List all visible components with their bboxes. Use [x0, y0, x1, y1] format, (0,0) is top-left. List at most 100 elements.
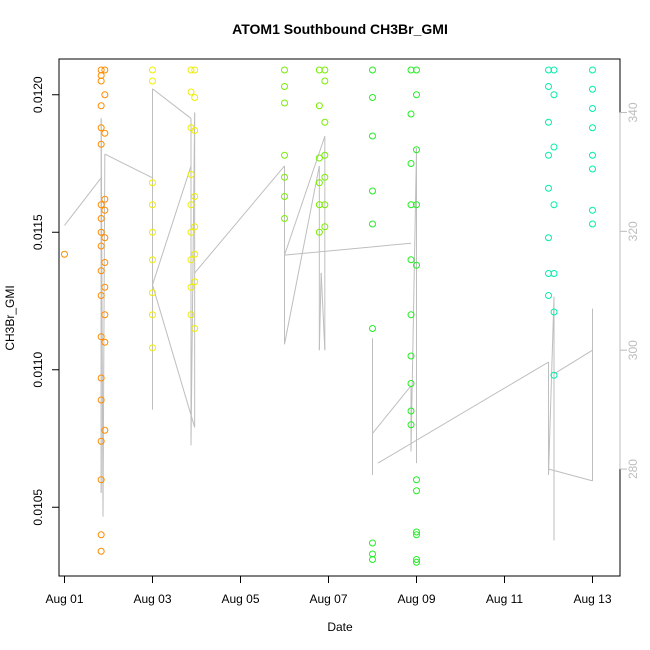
y2-axis: 280 300 320 340 — [619, 102, 640, 479]
data-point — [97, 77, 105, 85]
data-point — [149, 311, 156, 319]
data-point — [407, 160, 415, 167]
data-point — [187, 228, 195, 236]
x-tick-label: Aug 03 — [133, 592, 171, 606]
trace-segment — [410, 148, 417, 452]
trace-segment — [553, 349, 593, 375]
trace-segment — [284, 165, 320, 345]
data-point — [149, 256, 156, 264]
y2-tick-label: 300 — [626, 340, 640, 360]
data-point — [97, 201, 105, 209]
data-point — [191, 223, 199, 231]
data-point — [149, 289, 156, 297]
data-point — [101, 66, 109, 74]
data-point — [315, 228, 323, 236]
data-point — [315, 102, 323, 110]
data-point — [407, 110, 415, 118]
data-point — [281, 66, 288, 74]
data-point — [101, 311, 109, 319]
trace-segment — [284, 242, 412, 256]
data-point — [187, 171, 195, 178]
y2-tick-label: 280 — [626, 459, 640, 479]
trace-segment — [548, 468, 593, 482]
trace-segment — [104, 153, 153, 179]
trace-segment — [194, 165, 285, 274]
data-point — [589, 165, 596, 173]
data-point — [407, 421, 415, 429]
data-point — [191, 94, 199, 101]
data-point — [413, 146, 420, 154]
data-point — [407, 380, 415, 387]
trace-segment — [152, 284, 196, 428]
data-point — [589, 85, 596, 93]
data-point — [589, 206, 596, 214]
data-point — [413, 531, 420, 539]
trace-segment — [152, 165, 192, 285]
trace-segment — [318, 272, 322, 351]
x-axis-label: Date — [327, 620, 353, 634]
data-point — [413, 476, 420, 484]
data-point — [589, 105, 596, 112]
x-tick-label: Aug 05 — [221, 592, 259, 606]
data-point — [97, 228, 105, 236]
data-point — [589, 151, 596, 159]
data-point — [97, 531, 105, 539]
x-tick-label: Aug 09 — [397, 592, 435, 606]
data-point — [187, 66, 195, 74]
data-point — [191, 250, 199, 258]
x-tick-label: Aug 11 — [486, 592, 523, 606]
data-point — [191, 278, 199, 286]
data-point — [101, 338, 109, 346]
data-point — [321, 77, 329, 85]
data-point — [589, 220, 596, 228]
data-point — [369, 556, 376, 563]
data-point — [191, 325, 199, 332]
data-point — [545, 118, 552, 126]
data-point — [369, 187, 376, 195]
line-series-layer — [64, 88, 593, 541]
data-point — [149, 344, 156, 352]
y-tick-label: 0.0120 — [31, 76, 45, 113]
data-point — [407, 256, 415, 264]
data-point — [191, 127, 199, 134]
data-point — [413, 487, 420, 495]
trace-segment — [64, 177, 102, 226]
data-point — [321, 223, 329, 231]
y2-tick-label: 340 — [626, 102, 640, 122]
data-point — [550, 91, 558, 99]
data-point — [589, 124, 596, 132]
data-point — [413, 201, 420, 209]
x-tick-label: Aug 07 — [309, 592, 347, 606]
data-point — [97, 242, 105, 250]
x-axis: Aug 01 Aug 03 Aug 05 Aug 07 Aug 09 Aug 11 Aug … — [45, 575, 612, 606]
data-point — [369, 66, 376, 74]
data-point — [61, 250, 68, 258]
data-point — [101, 259, 109, 266]
data-point — [281, 99, 288, 107]
data-point — [187, 283, 195, 291]
trace-segment — [100, 118, 104, 517]
data-point — [191, 66, 199, 74]
data-point — [550, 371, 558, 379]
data-point — [191, 193, 199, 200]
data-point — [101, 91, 109, 99]
data-point — [97, 374, 105, 382]
y-tick-label: 0.0110 — [31, 352, 45, 388]
data-point — [97, 124, 105, 132]
data-point — [97, 476, 105, 484]
data-point — [97, 140, 105, 148]
data-point — [407, 352, 415, 360]
trace-segment — [284, 136, 326, 256]
trace-segment — [377, 361, 549, 464]
data-point — [413, 91, 420, 99]
data-point — [281, 173, 288, 181]
data-point — [545, 83, 552, 90]
y-tick-label: 0.0105 — [31, 489, 45, 526]
data-point — [281, 83, 288, 90]
data-point — [187, 201, 195, 209]
data-point — [413, 261, 420, 269]
data-point — [149, 77, 156, 85]
data-point — [545, 151, 552, 159]
data-point — [413, 66, 420, 74]
y-axis-label: CH3Br_GMI — [3, 285, 17, 350]
